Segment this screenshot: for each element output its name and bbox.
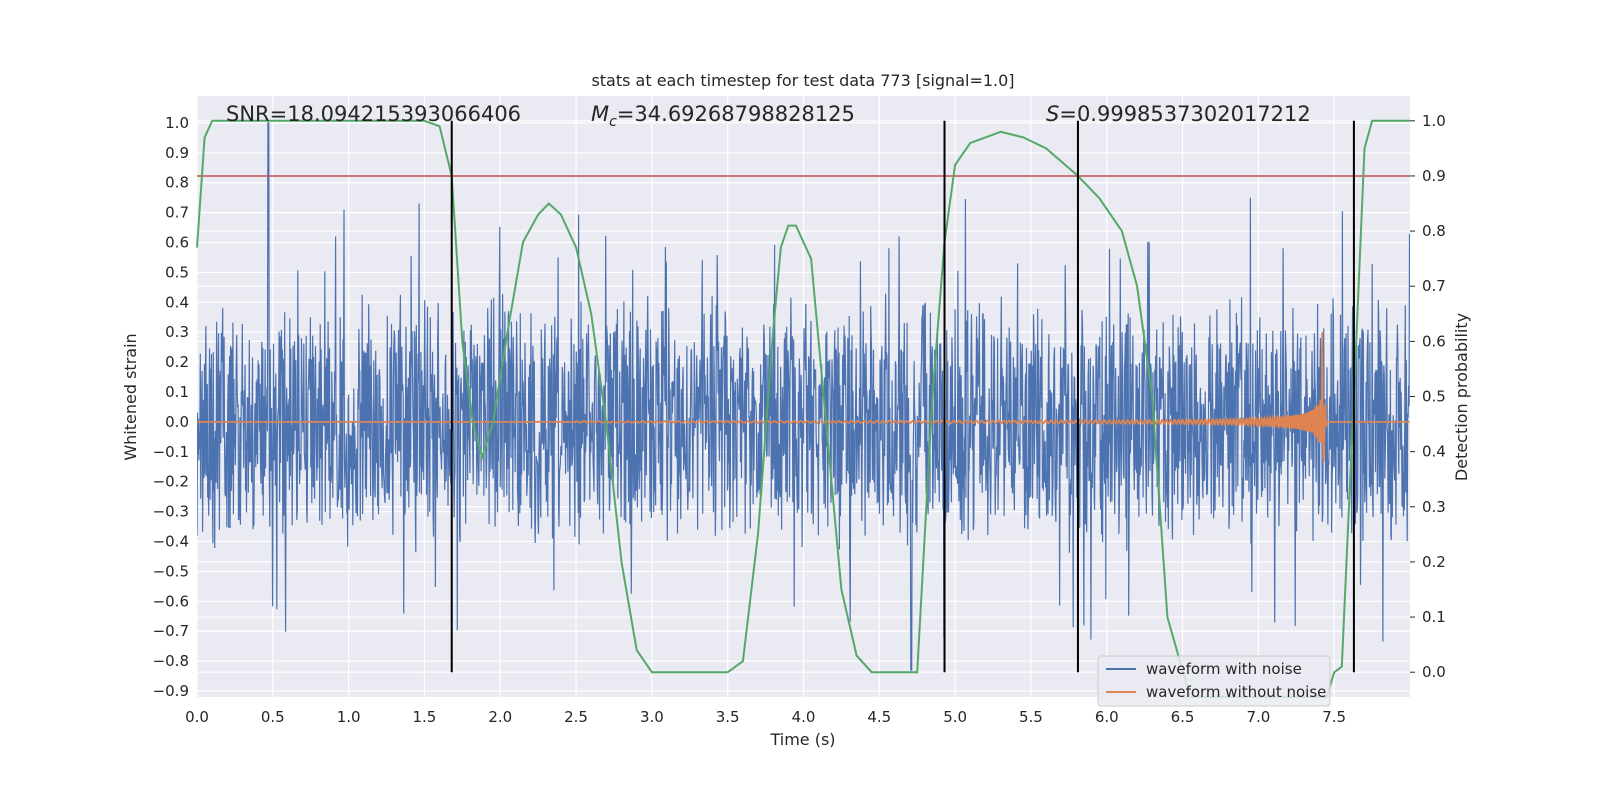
x-tick-label: 4.0 (792, 708, 816, 726)
y-left-tick-label: −0.4 (153, 533, 189, 551)
legend: waveform with noise waveform without noi… (1097, 655, 1331, 707)
x-tick-label: 4.5 (867, 708, 891, 726)
y-right-tick-label: 0.4 (1422, 443, 1446, 461)
y-right-tick-label: 0.1 (1422, 608, 1446, 626)
x-tick-label: 6.0 (1095, 708, 1119, 726)
x-tick-label: 2.0 (488, 708, 512, 726)
series-waveform-with-noise (197, 122, 1410, 671)
x-tick-label: 5.0 (943, 708, 967, 726)
s-symbol: S (1046, 102, 1059, 126)
series-waveform-without-noise (197, 332, 1410, 462)
y-left-tick-label: 0.6 (165, 234, 189, 252)
x-tick-label: 1.5 (413, 708, 437, 726)
legend-label-noise: waveform with noise (1146, 660, 1302, 678)
y-left-tick-label: −0.6 (153, 592, 189, 610)
y-left-tick-label: 0.3 (165, 323, 189, 341)
y-left-tick-label: −0.8 (153, 652, 189, 670)
y-left-tick-label: 0.8 (165, 174, 189, 192)
y-left-tick-label: −0.5 (153, 562, 189, 580)
y-right-tick-label: 1.0 (1422, 112, 1446, 130)
y-left-tick-label: 0.5 (165, 263, 189, 281)
y-right-tick-label: 0.5 (1422, 388, 1446, 406)
chart-title: stats at each timestep for test data 773… (591, 71, 1014, 90)
y-right-tick-label: 0.3 (1422, 498, 1446, 516)
s-annotation: S=0.9998537302017212 (1046, 102, 1311, 126)
x-tick-label: 2.5 (564, 708, 588, 726)
chirp-mass-symbol: M (591, 102, 609, 126)
y-right-tick-label: 0.8 (1422, 222, 1446, 240)
y-left-tick-label: −0.9 (153, 682, 189, 700)
snr-annotation: SNR=18.094215393066406 (226, 102, 521, 126)
s-value: =0.9998537302017212 (1059, 102, 1310, 126)
y-right-tick-label: 0.6 (1422, 332, 1446, 350)
chirp-mass-subscript: c (609, 114, 617, 130)
y-right-tick-label: 0.9 (1422, 167, 1446, 185)
x-tick-label: 0.0 (185, 708, 209, 726)
y-left-tick-label: 1.0 (165, 114, 189, 132)
y-left-tick-label: 0.2 (165, 353, 189, 371)
x-tick-label: 0.5 (261, 708, 285, 726)
x-tick-label: 3.5 (716, 708, 740, 726)
y-axis-label-right: Detection probability (1452, 313, 1471, 481)
chirp-mass-annotation: Mc=34.69268798828125 (591, 102, 855, 130)
y-right-tick-label: 0.2 (1422, 553, 1446, 571)
y-left-tick-label: −0.3 (153, 503, 189, 521)
x-tick-label: 7.0 (1246, 708, 1270, 726)
y-left-tick-label: −0.7 (153, 622, 189, 640)
y-axis-label-left: Whitened strain (121, 333, 140, 460)
y-right-tick-label: 0.7 (1422, 277, 1446, 295)
x-tick-label: 7.5 (1322, 708, 1346, 726)
legend-label-clean: waveform without noise (1146, 683, 1326, 701)
x-tick-label: 3.0 (640, 708, 664, 726)
x-axis-label: Time (s) (769, 730, 835, 749)
y-left-tick-label: −0.2 (153, 473, 189, 491)
y-right-tick-label: 0.0 (1422, 663, 1446, 681)
y-left-tick-label: 0.0 (165, 413, 189, 431)
x-tick-label: 1.0 (337, 708, 361, 726)
y-left-tick-label: −0.1 (153, 443, 189, 461)
x-tick-label: 6.5 (1171, 708, 1195, 726)
chirp-mass-value: =34.69268798828125 (617, 102, 855, 126)
y-left-tick-label: 0.7 (165, 204, 189, 222)
y-left-tick-label: 0.1 (165, 383, 189, 401)
legend-box (1097, 655, 1331, 707)
y-left-tick-label: 0.4 (165, 293, 189, 311)
x-tick-label: 5.5 (1019, 708, 1043, 726)
y-left-tick-label: 0.9 (165, 144, 189, 162)
